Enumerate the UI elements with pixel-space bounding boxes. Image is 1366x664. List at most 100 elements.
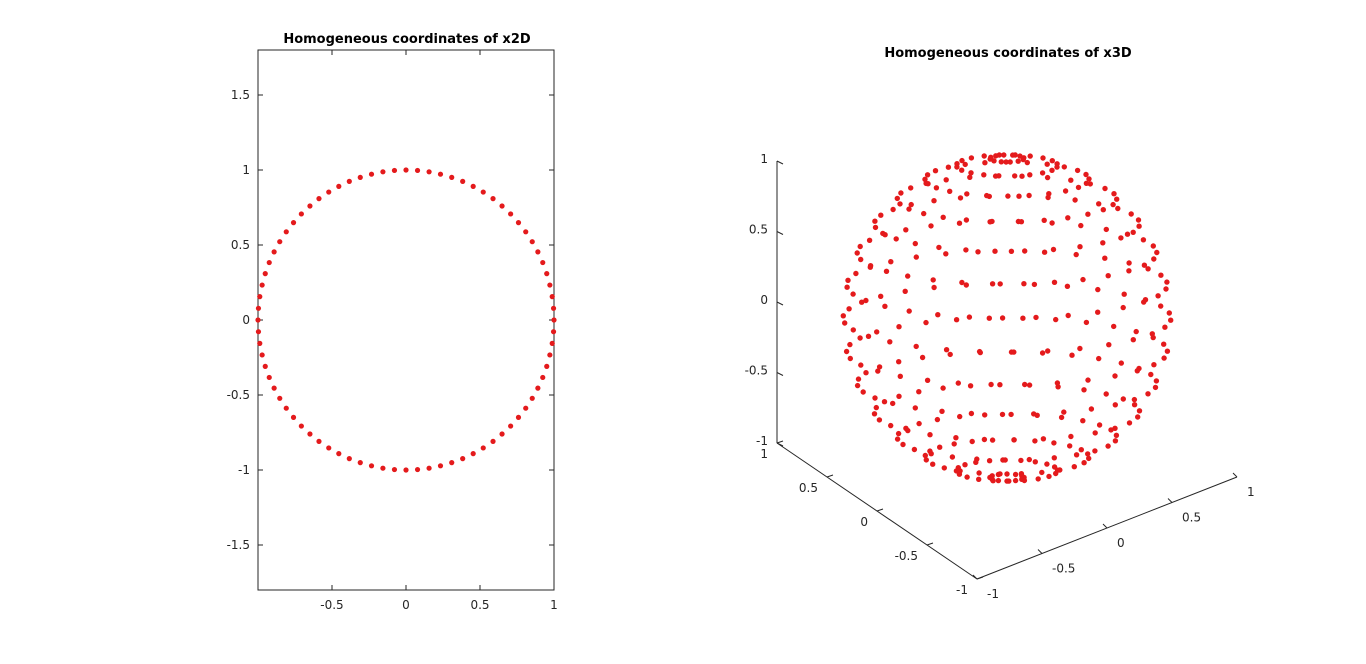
chart-2d-point — [336, 183, 342, 189]
chart-3d-point — [988, 381, 994, 388]
chart-3d-point — [968, 155, 975, 161]
chart-3d-point — [872, 218, 878, 224]
chart-2d-point — [499, 203, 505, 209]
chart-3d-point — [981, 153, 987, 159]
chart-2d-point — [266, 259, 272, 266]
chart-3d-point — [962, 462, 968, 468]
chart-3d-point — [1032, 438, 1038, 444]
chart-3d-point — [850, 327, 856, 333]
chart-3d-point — [878, 293, 884, 299]
chart-2d-point — [316, 438, 322, 444]
chart-3d-point — [888, 422, 894, 429]
chart-2d-point — [380, 465, 386, 471]
chart-3d-point — [874, 329, 880, 335]
chart-3d-point — [1041, 249, 1048, 255]
chart-2d-y-tick-label: -1.5 — [227, 538, 250, 552]
chart-3d-y-tick-mark — [826, 474, 834, 478]
chart-3d-point — [924, 377, 931, 383]
chart-3d-point — [957, 195, 964, 201]
chart-3d-point — [1151, 362, 1157, 368]
chart-2d-point — [508, 211, 514, 217]
chart-3d-point — [1161, 341, 1167, 347]
chart-3d-point — [1096, 355, 1102, 362]
chart-3d-point — [1105, 273, 1111, 279]
chart-3d-point — [1051, 279, 1058, 285]
chart-3d-point — [1008, 248, 1015, 254]
chart-3d-point — [847, 341, 853, 348]
chart-2d-point — [298, 423, 304, 429]
chart-3d-point — [1064, 283, 1071, 289]
chart-2d-point — [316, 196, 322, 202]
chart-3d-point — [981, 172, 987, 178]
chart-3d-point — [928, 451, 934, 457]
chart-3d-point — [999, 411, 1006, 418]
chart-3d-point — [1150, 243, 1157, 249]
chart-3d-point — [895, 430, 902, 437]
chart-3d-point — [883, 268, 890, 274]
chart-2d-point — [437, 463, 444, 469]
chart-3d-point — [990, 478, 996, 484]
chart-3d-point — [911, 446, 918, 453]
chart-3d-y-tick-label: 0 — [860, 515, 868, 529]
chart-3d-point — [923, 457, 929, 463]
chart-2d-point — [529, 395, 535, 401]
chart-2d-point — [259, 352, 265, 358]
chart-3d-point — [1026, 456, 1033, 463]
chart-3d-point — [1112, 402, 1119, 408]
chart-3d-point — [927, 432, 933, 438]
chart-2d-point — [470, 183, 476, 189]
chart-3d-point — [1057, 467, 1063, 473]
chart-3d-point — [1086, 455, 1092, 462]
chart-3d-point — [1006, 478, 1012, 484]
chart-2d-point — [257, 340, 263, 346]
chart-3d-point — [890, 206, 896, 213]
chart-3d-z-tick-label: -1 — [756, 434, 768, 448]
chart-3d-x-tick-mark — [1167, 498, 1173, 503]
chart-3d-point — [1096, 422, 1103, 428]
chart-2d-point — [529, 239, 535, 245]
chart-3d-point — [858, 256, 864, 263]
chart-3d-point — [1026, 382, 1033, 388]
chart-3d-point — [1026, 192, 1032, 199]
chart-3d-point — [896, 359, 902, 365]
chart-3d-point — [1086, 176, 1092, 182]
chart-2d-point — [298, 211, 304, 217]
chart-3d-point — [897, 201, 903, 207]
chart-3d-point — [976, 476, 982, 482]
chart-3d-point — [976, 470, 982, 476]
chart-3d-point — [1020, 315, 1026, 321]
chart-3d-point — [1024, 159, 1031, 166]
chart-3d-point — [963, 217, 970, 223]
chart-3d-point — [933, 185, 940, 191]
chart-3d-point — [871, 411, 878, 417]
chart-3d-point — [968, 170, 974, 176]
chart-3d-point — [1011, 437, 1017, 443]
chart-2d-point — [271, 249, 277, 255]
chart-2d-title: Homogeneous coordinates of x2D — [283, 32, 531, 47]
chart-3d-point — [916, 389, 922, 395]
chart-2d-point — [326, 445, 332, 451]
chart-3d-point — [941, 465, 947, 471]
chart-2d-panel: Homogeneous coordinates of x2D -0.5 0 0.5 1… — [227, 32, 558, 612]
chart-3d-point — [903, 227, 909, 233]
chart-3d-point — [1008, 411, 1014, 418]
chart-2d-point — [547, 352, 553, 358]
chart-3d-point — [1000, 457, 1006, 463]
chart-3d-point — [959, 167, 965, 173]
chart-3d-point — [996, 173, 1002, 179]
chart-3d-title: Homogeneous coordinates of x3D — [884, 46, 1132, 61]
chart-3d-point — [1062, 188, 1069, 194]
chart-3d-point — [1021, 477, 1028, 484]
chart-3d-point — [1073, 452, 1080, 458]
chart-3d-point — [953, 435, 959, 441]
chart-2d-point — [480, 189, 486, 195]
chart-3d-point — [931, 284, 937, 291]
chart-3d-point — [1158, 303, 1164, 309]
chart-3d-point — [1049, 167, 1055, 173]
chart-3d-point — [986, 315, 992, 321]
chart-3d-y-tick-mark — [876, 508, 884, 512]
chart-2d-y-tick-label: 1 — [242, 163, 250, 177]
chart-3d-point — [1100, 240, 1106, 246]
chart-3d-point — [921, 210, 927, 217]
